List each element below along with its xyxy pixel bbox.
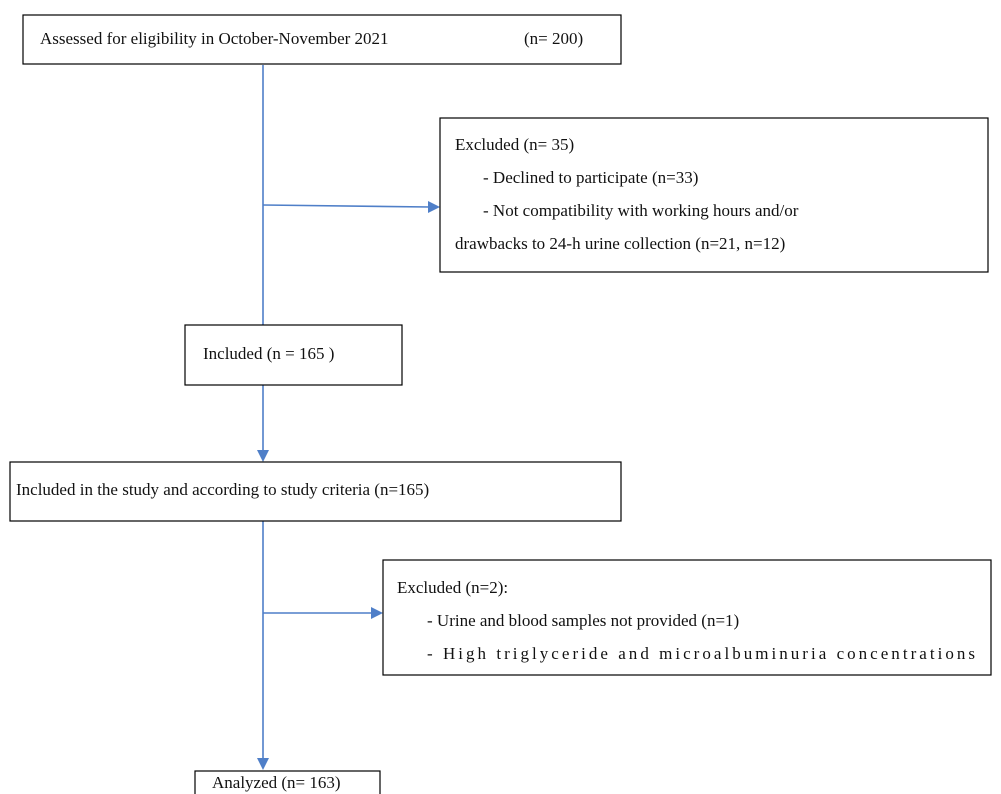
box-text: (n= 200) [524,29,583,48]
arrow-head [428,201,440,213]
arrow-head [257,450,269,462]
box-text: Included (n = 165 ) [203,344,334,363]
connector [262,204,431,208]
box [194,770,381,794]
box [9,461,622,522]
box-text: drawbacks to 24-h urine collection (n=21… [455,234,785,253]
box-text: - Not compatibility with working hours a… [483,201,799,220]
arrow-head [371,607,383,619]
box [22,14,622,65]
box-text: Excluded (n=2): [397,578,508,597]
box-text: Analyzed (n= 163) [212,773,341,792]
box [439,117,989,273]
box [382,559,992,676]
box-text: Assessed for eligibility in October-Nove… [40,29,389,48]
box-text: - Urine and blood samples not provided (… [427,611,739,630]
arrow-head [257,758,269,770]
box-text: - Declined to participate (n=33) [483,168,698,187]
box-text: Excluded (n= 35) [455,135,574,154]
box-text: Included in the study and according to s… [16,480,429,499]
box [184,324,403,386]
